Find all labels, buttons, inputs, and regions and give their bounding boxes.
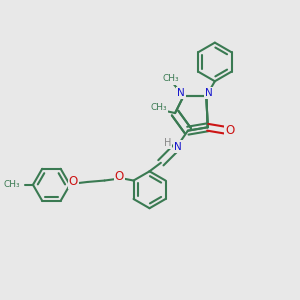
Text: N: N bbox=[174, 142, 182, 152]
Text: O: O bbox=[225, 124, 235, 136]
Text: N: N bbox=[178, 88, 185, 98]
Text: O: O bbox=[115, 170, 124, 183]
Text: CH₃: CH₃ bbox=[163, 74, 179, 83]
Text: CH₃: CH₃ bbox=[3, 180, 20, 189]
Text: H: H bbox=[164, 138, 171, 148]
Text: O: O bbox=[69, 175, 78, 188]
Text: N: N bbox=[205, 88, 212, 98]
Text: CH₃: CH₃ bbox=[151, 103, 167, 112]
